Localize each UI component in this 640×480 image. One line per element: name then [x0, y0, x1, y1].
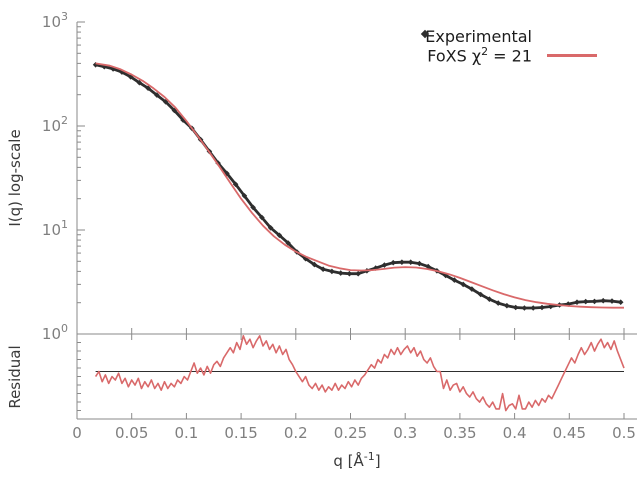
- fit-curve: [95, 62, 624, 309]
- main-panel: [76, 21, 637, 335]
- legend-label-experimental: Experimental: [425, 27, 532, 46]
- x-axis-label: q [Å-1]: [333, 450, 380, 470]
- y-tick-label: 101: [42, 218, 68, 239]
- legend-row-foxs: FoXS χ2 = 21: [400, 45, 604, 66]
- x-tick-label: 0.45: [553, 424, 586, 442]
- y-tick-label: 102: [42, 114, 68, 135]
- experimental-diamond-markers: [92, 62, 624, 311]
- x-axis-label-suffix: ]: [374, 452, 381, 470]
- y-tick-label: 100: [42, 322, 68, 343]
- foxs-label-superscript: 2: [481, 45, 489, 59]
- x-tick-label: 0.5: [612, 424, 636, 442]
- x-tick-label: 0.4: [503, 424, 527, 442]
- residual-y-axis-label: Residual: [6, 345, 24, 409]
- x-tick-label: 0.2: [284, 424, 308, 442]
- x-axis-label-prefix: q [Å: [333, 452, 364, 470]
- x-tick-label: 0.15: [224, 424, 257, 442]
- residual-curve: [94, 334, 625, 412]
- residual-panel: [76, 334, 637, 420]
- tick-labels: 103 102 101 100 0 0.05 0.1 0.15 0.2 0.25 0.3 0.35 0.…: [42, 10, 636, 442]
- legend-label-foxs: FoXS χ2 = 21: [400, 45, 532, 65]
- legend-row-experimental: Experimental: [400, 27, 604, 46]
- x-axis-label-superscript: -1: [363, 450, 375, 463]
- legend: Experimental FoXS χ2 = 21: [400, 27, 604, 66]
- x-tick-label: 0.3: [393, 424, 417, 442]
- x-tick-label: 0.05: [115, 424, 148, 442]
- x-tick-label: 0.35: [443, 424, 476, 442]
- x-tick-label: 0: [72, 424, 82, 442]
- x-tick-label: 0.25: [334, 424, 367, 442]
- foxs-label-prefix: FoXS χ: [427, 46, 482, 66]
- x-tick-label: 0.1: [174, 424, 198, 442]
- y-tick-label: 103: [42, 10, 68, 31]
- fit-line-sample: [540, 54, 604, 57]
- foxs-label-suffix: = 21: [488, 46, 532, 66]
- main-y-axis-label: I(q) log-scale: [6, 129, 24, 227]
